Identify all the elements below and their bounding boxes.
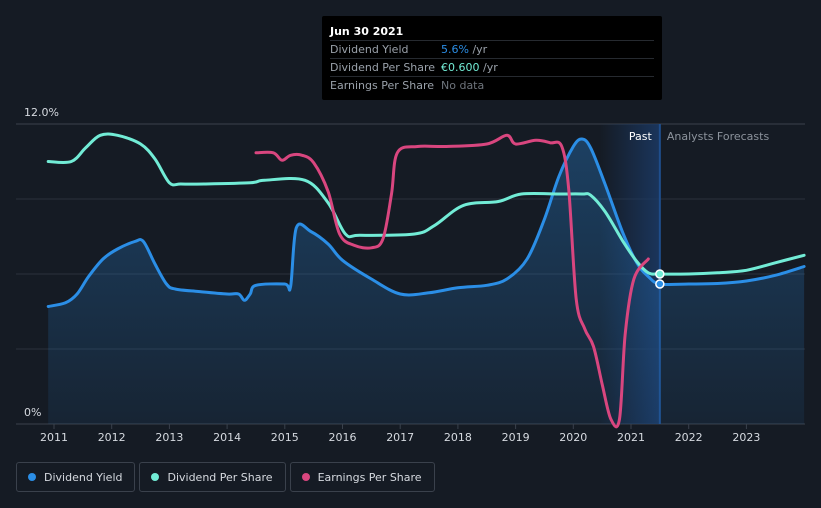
legend-label: Dividend Per Share: [167, 470, 273, 484]
tooltip-label: Earnings Per Share: [330, 79, 435, 92]
tooltip-label: Dividend Per Share: [330, 61, 436, 74]
dividend-yield-area: [48, 138, 805, 425]
x-tick-label: 2019: [502, 431, 530, 444]
x-tick-label: 2014: [213, 431, 241, 444]
hover-tooltip: Jun 30 2021 Dividend Yield 5.6% /yr Divi…: [322, 16, 662, 100]
x-tick-label: 2016: [329, 431, 357, 444]
tooltip-value: No data: [441, 79, 485, 92]
x-tick-label: 2013: [155, 431, 183, 444]
y-axis-top-label: 12.0%: [24, 106, 59, 119]
x-tick-label: 2011: [40, 431, 68, 444]
x-tick-label: 2015: [271, 431, 299, 444]
x-tick-label: 2023: [732, 431, 760, 444]
tooltip-row-earnings-per-share: Earnings Per Share No data: [330, 76, 654, 94]
past-label: Past: [629, 130, 653, 143]
tooltip-value: €0.600 /yr: [441, 61, 498, 74]
legend-dot-icon: [301, 473, 310, 481]
tooltip-row-dividend-per-share: Dividend Per Share €0.600 /yr: [330, 58, 654, 76]
legend-item-earnings-per-share[interactable]: Earnings Per Share: [289, 462, 435, 492]
x-tick-label: 2018: [444, 431, 472, 444]
legend-item-dividend-per-share[interactable]: Dividend Per Share: [139, 462, 286, 492]
chart-legend: Dividend Yield Dividend Per Share Earnin…: [16, 462, 435, 492]
forecast-label: Analysts Forecasts: [667, 130, 770, 143]
x-tick-label: 2012: [98, 431, 126, 444]
tooltip-label: Dividend Yield: [330, 43, 409, 56]
tooltip-row-dividend-yield: Dividend Yield 5.6% /yr: [330, 40, 654, 58]
legend-dot-icon: [28, 473, 36, 481]
y-axis-bottom-label: 0%: [24, 406, 41, 419]
dividend-per-share-marker: [655, 269, 665, 279]
x-tick-label: 2022: [675, 431, 703, 444]
legend-item-dividend-yield[interactable]: Dividend Yield: [16, 462, 136, 492]
legend-label: Dividend Yield: [44, 470, 123, 484]
earnings-per-share-line: [254, 133, 650, 429]
dividend-yield-marker: [655, 279, 665, 289]
x-tick-label: 2017: [386, 431, 414, 444]
dividend-per-share-line: [46, 132, 806, 276]
legend-dot-icon: [151, 473, 160, 481]
tooltip-date: Jun 30 2021: [330, 25, 404, 38]
x-tick-label: 2020: [559, 431, 587, 444]
x-tick-label: 2021: [617, 431, 645, 444]
tooltip-value: 5.6% /yr: [441, 43, 488, 56]
legend-label: Earnings Per Share: [317, 470, 422, 484]
